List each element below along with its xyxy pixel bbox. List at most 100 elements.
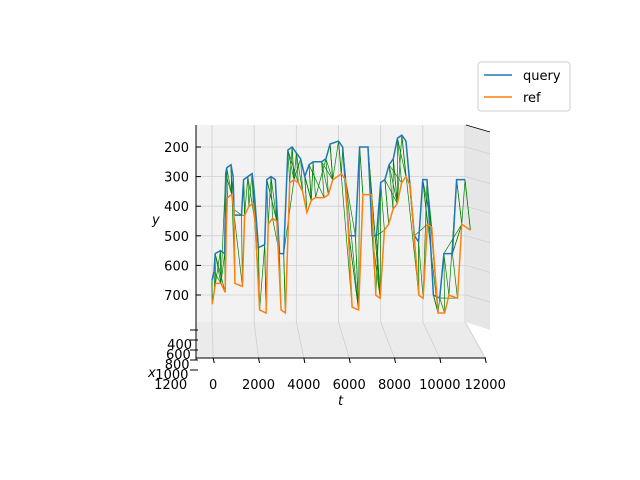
match-line [456,179,463,225]
x-tick-label: 1200 [154,378,187,393]
match-line [321,161,333,180]
match-line [259,244,266,311]
match-line [452,253,458,299]
t-ticks: 0 2000 4000 6000 8000 10000 12000 [209,357,506,393]
match-line [376,235,381,299]
axis-lines [195,124,491,360]
match-line [220,253,226,284]
match-line [270,176,278,222]
legend-label-ref: ref [523,91,541,106]
t-floor-gridline [295,321,305,359]
t-tick-label: 8000 [378,378,411,393]
y-tick-label: 400 [164,200,189,215]
match-line [388,164,394,210]
t-floor-gridline [422,321,441,359]
match-line [379,182,382,299]
match-line [293,152,297,180]
t-tick-label: 6000 [333,378,366,393]
y-axis-label: y [151,213,160,228]
match-line [226,167,228,198]
y-tick-label: 300 [164,171,189,186]
match-line [332,141,339,180]
t-floor-gridline [380,321,395,359]
match-line [396,135,403,204]
gridlines [196,125,491,359]
match-line [443,253,445,314]
match-line [304,176,312,201]
axes-panes [196,125,490,358]
match-line [355,235,359,311]
x-tick-label: 1000 [155,368,188,383]
y-gridline-side [465,176,491,184]
match-line [392,158,398,204]
match-line [247,176,250,207]
match-line [214,253,226,293]
legend-label-query: query [523,69,561,84]
t-tick-mark [348,357,351,364]
match-line [325,158,329,195]
match-line [464,179,471,231]
t-tick-mark [258,357,261,364]
match-line [348,235,359,311]
match-line [397,138,402,183]
t-axis-label: t [338,394,344,409]
t-tick-mark [394,357,397,364]
y-tick-label: 600 [164,259,189,274]
match-line [358,146,360,311]
t-floor-gridline [338,321,350,359]
x-axis-label: x [147,366,156,381]
match-line [293,158,301,180]
y-tick-label: 500 [164,230,189,245]
t-tick-label: 12000 [464,378,505,393]
match-line [397,138,407,177]
right-pane [466,125,490,330]
match-line [338,141,342,174]
y-gridline-side [465,146,491,155]
t-tick-mark [212,357,215,364]
match-line [244,176,249,216]
back-pane [196,125,466,322]
match-line [248,173,253,207]
match-line [226,167,233,195]
match-line [295,152,299,183]
match-line [300,158,303,192]
t-floor-gridline [253,321,259,359]
match-line [439,297,445,314]
match-line [312,161,316,198]
t-tick-mark [484,357,487,364]
match-line [304,176,308,213]
t-floor-gridline [211,321,214,359]
floor-pane [196,322,486,358]
match-line [289,146,293,183]
match-line [308,164,325,198]
legend: query ref [477,61,571,112]
y-ticks: 200 300 400 500 600 700 [164,141,201,304]
t-tick-label: 10000 [419,378,460,393]
match-line [380,182,385,231]
match-line [325,158,334,180]
y-gridline-side [465,205,491,214]
match-line [215,250,221,284]
match-line [315,158,327,198]
match-line [310,161,314,201]
match-line [461,179,466,225]
y-tick-label: 700 [164,289,189,304]
y-gridline-side [465,294,491,303]
match-line [308,164,312,201]
t-tick-label: 4000 [287,378,320,393]
match-line [270,176,273,219]
match-line [401,135,407,177]
match-line [452,224,463,254]
match-line [359,146,364,195]
match-line [230,164,233,195]
x-tick-label: 600 [166,348,191,363]
match-line [422,179,428,225]
match-line [329,143,334,180]
y-gridline-side [465,265,491,273]
t-tick-label: 0 [209,378,217,393]
y-gridline-side [465,235,491,244]
match-line [384,179,390,225]
match-line [443,253,450,296]
